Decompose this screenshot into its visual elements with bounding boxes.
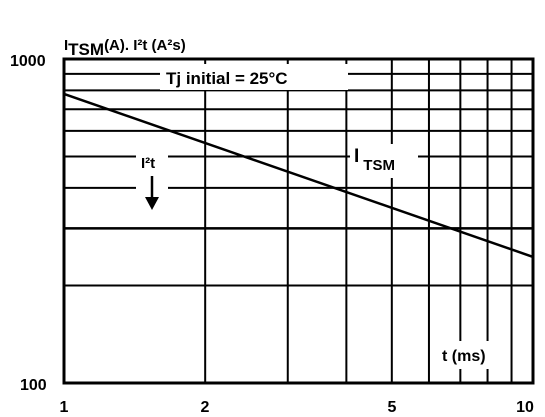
y-tick-label-100: 100 (20, 377, 47, 394)
condition-label: Tj initial = 25°C (166, 69, 288, 88)
i2t-arrow-head (145, 197, 159, 210)
x-tick-label-1: 1 (60, 399, 69, 416)
itsm-label-bg (350, 144, 418, 178)
x-tick-label-2: 2 (201, 399, 210, 416)
y-axis-title-sub: TSM (68, 40, 104, 59)
itsm-label-base: I (354, 146, 359, 167)
plot-frame (62, 57, 535, 385)
x-tick-label-10: 10 (516, 399, 534, 416)
y-tick-label-1000: 1000 (10, 53, 46, 70)
i2t-series-label: I²t (141, 155, 155, 172)
series-line-0 (63, 92, 534, 259)
y-axis-title-rest: (A). I²t (A²s) (104, 37, 186, 54)
y-axis-title: ITSM(A). I²t (A²s) (64, 37, 186, 59)
x-tick-label-5: 5 (388, 399, 397, 416)
x-axis-title-bg (436, 341, 506, 369)
series-layer (63, 92, 534, 259)
itsm-series-label: I TSM (354, 146, 395, 174)
x-axis-title: t (ms) (442, 348, 486, 365)
grid (64, 59, 533, 383)
y-axis-title-base: I (64, 37, 68, 54)
condition-label-bg (160, 64, 348, 90)
itsm-label-sub: TSM (363, 157, 395, 174)
